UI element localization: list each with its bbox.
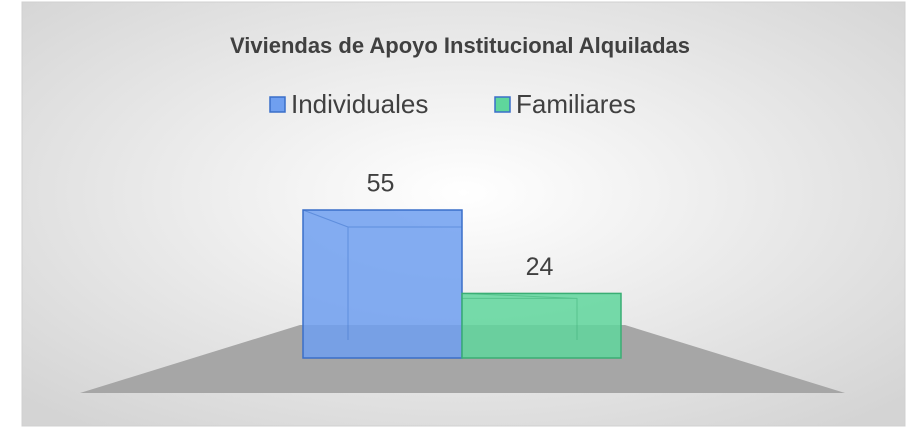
- data-label: 55: [367, 170, 395, 198]
- chart-title: Viviendas de Apoyo Institucional Alquila…: [230, 33, 690, 58]
- legend-label: Familiares: [516, 89, 636, 119]
- data-label: 24: [526, 253, 554, 281]
- bar: [302, 209, 463, 359]
- bar-depth: [302, 209, 462, 340]
- legend-swatch: [494, 96, 511, 113]
- legend-swatch: [269, 96, 286, 113]
- bar: [461, 292, 622, 359]
- bar-depth: [461, 292, 578, 340]
- legend-label: Individuales: [291, 89, 428, 119]
- floor: [80, 325, 845, 393]
